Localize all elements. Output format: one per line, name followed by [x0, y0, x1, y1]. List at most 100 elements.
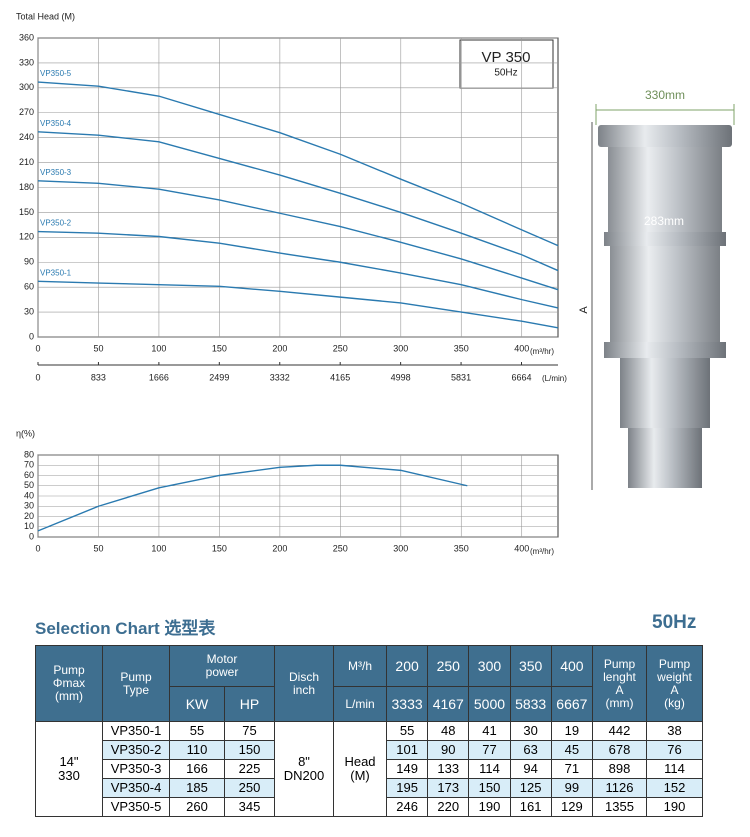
y-tick-label: 10 [24, 521, 34, 531]
cell: 94 [509, 759, 552, 779]
cell: 14" 330 [35, 721, 103, 817]
cell: VP350-1 [102, 721, 170, 741]
y-tick-label: 150 [19, 207, 34, 217]
cell: 149 [385, 759, 429, 779]
badge-freq: 50Hz [494, 68, 517, 79]
x-tick-label: 150 [212, 343, 227, 353]
cell: 114 [468, 759, 511, 779]
cell: 166 [169, 759, 225, 779]
th: Pump weight A (kg) [646, 645, 703, 722]
y-tick-label: 360 [19, 32, 34, 42]
x-tick-label: 250 [333, 543, 348, 553]
cell: 55 [385, 721, 429, 741]
x-tick-label: 300 [393, 543, 408, 553]
th: Motor power [169, 645, 275, 687]
y-tick-label: 180 [19, 182, 34, 192]
x-tick-label: 200 [272, 543, 287, 553]
x-tick-label: 350 [454, 543, 469, 553]
cell: 678 [592, 740, 647, 760]
th: 3333 [385, 686, 429, 722]
badge-box [459, 39, 554, 89]
curve [37, 180, 559, 291]
y-tick-label: 270 [19, 107, 34, 117]
cell: 71 [550, 759, 594, 779]
cell: 442 [592, 721, 647, 741]
th: HP [224, 686, 275, 722]
series-label: VP350-1 [40, 268, 72, 277]
x-tick-label: 400 [514, 543, 529, 553]
th: 350 [509, 645, 552, 687]
cell: 30 [509, 721, 552, 741]
x2-tick-label: 3332 [270, 372, 290, 382]
cell: 38 [646, 721, 703, 741]
cell: VP350-4 [102, 778, 170, 798]
cell: 1126 [592, 778, 647, 798]
cell: 152 [646, 778, 703, 798]
cell: 110 [169, 740, 225, 760]
th: 5833 [509, 686, 552, 722]
y-tick-label: 240 [19, 132, 34, 142]
y-tick-label: 330 [19, 57, 34, 67]
cell: 55 [169, 721, 225, 741]
x-axis-label: (m³/hr) [530, 347, 554, 356]
cell: 75 [224, 721, 275, 741]
x-tick-label: 300 [393, 343, 408, 353]
cell: 195 [385, 778, 429, 798]
y-tick-label: 90 [24, 257, 34, 267]
y-tick-label: 40 [24, 490, 34, 500]
cell: 77 [468, 740, 511, 760]
th: Pump lenght A (mm) [592, 645, 647, 722]
selection-title: Selection Chart 选型表 [35, 619, 216, 638]
figure: VP 350 50Hz 330mm 283mm A 0 30 60 90 120 150 1… [16, 11, 735, 556]
selection-table: Pump Φmax (mm) Pump Type Motor power Dis… [35, 645, 703, 817]
x2-tick-label: 0 [35, 372, 40, 382]
cell: 150 [224, 740, 275, 760]
y-axis-label: Total Head (M) [16, 11, 75, 21]
cell: 173 [427, 778, 470, 798]
width-dim: 330mm [645, 88, 685, 102]
x2-tick-label: 6664 [511, 372, 531, 382]
th: 5000 [468, 686, 511, 722]
cell: 76 [646, 740, 703, 760]
cell: 185 [169, 778, 225, 798]
curve [37, 464, 468, 532]
curve [37, 280, 559, 329]
cell: 190 [646, 797, 703, 817]
y-tick-label: 70 [24, 460, 34, 470]
y-tick-label: 300 [19, 82, 34, 92]
cell: 48 [427, 721, 470, 741]
th: 6667 [550, 686, 594, 722]
th: 4167 [427, 686, 470, 722]
cell: VP350-3 [102, 759, 170, 779]
x-axis-label: (m³/hr) [530, 547, 554, 556]
x-tick-label: 0 [35, 543, 40, 553]
y-tick-label: 80 [24, 449, 34, 459]
x2-axis-label: (L/min) [542, 374, 567, 383]
th: L/min [333, 686, 387, 722]
series-label: VP350-5 [40, 69, 72, 78]
y-tick-label: 50 [24, 480, 34, 490]
y-tick-label: 20 [24, 511, 34, 521]
cell: 225 [224, 759, 275, 779]
x-tick-label: 100 [151, 543, 166, 553]
cell: 114 [646, 759, 703, 779]
cell: 101 [385, 740, 429, 760]
th: Pump Type [102, 645, 170, 722]
y-tick-label: 120 [19, 232, 34, 242]
x-tick-label: 50 [93, 543, 103, 553]
x2-tick-label: 4165 [330, 372, 350, 382]
cell: 246 [385, 797, 429, 817]
cell: 133 [427, 759, 470, 779]
cell: 898 [592, 759, 647, 779]
y-tick-label: 30 [24, 306, 34, 316]
selection-freq: 50Hz [652, 612, 697, 633]
x-tick-label: 200 [272, 343, 287, 353]
cell: Head (M) [333, 721, 387, 817]
x2-tick-label: 1666 [149, 372, 169, 382]
series-label: VP350-3 [40, 168, 72, 177]
x2-tick-label: 2499 [209, 372, 229, 382]
cell: 99 [550, 778, 594, 798]
cell: 161 [509, 797, 552, 817]
x2-tick-label: 5831 [451, 372, 471, 382]
y-tick-label: 0 [29, 531, 34, 541]
